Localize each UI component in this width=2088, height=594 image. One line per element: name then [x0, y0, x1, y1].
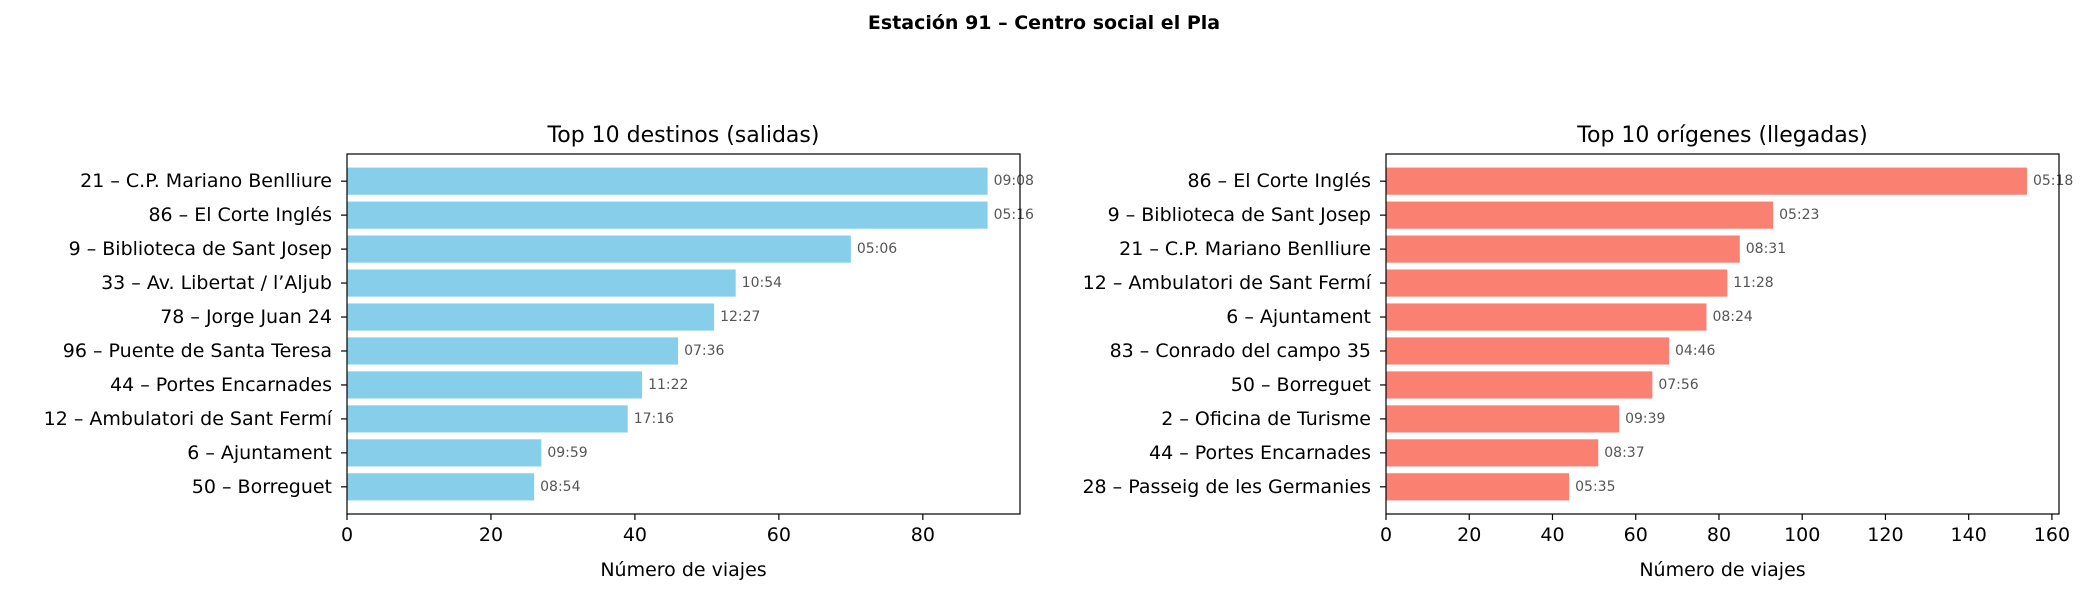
x-tick-label: 160 [2034, 524, 2070, 546]
bar [347, 269, 736, 297]
category-label: 9 – Biblioteca de Sant Josep [1108, 204, 1371, 226]
category-label: 21 – C.P. Mariano Benlliure [1119, 238, 1371, 260]
x-tick-label: 60 [1624, 524, 1648, 546]
bar-value-label: 05:23 [1779, 207, 1819, 223]
bar-value-label: 09:59 [547, 445, 587, 461]
category-label: 12 – Ambulatori de Sant Fermí [1083, 272, 1372, 294]
category-label: 50 – Borreguet [192, 476, 332, 498]
category-label: 6 – Ajuntament [1226, 306, 1371, 328]
bar-value-label: 05:16 [994, 207, 1034, 223]
x-tick-label: 0 [1380, 524, 1392, 546]
bar [1386, 235, 1740, 263]
bar-value-label: 05:18 [2033, 173, 2073, 189]
chart-origenes: Top 10 orígenes (llegadas) 86 – El Corte … [1082, 123, 2073, 581]
bar [347, 201, 988, 229]
bar [347, 337, 679, 365]
x-axis-label: Número de viajes [1639, 559, 1805, 581]
x-axis-label: Número de viajes [600, 559, 766, 581]
bar-value-label: 12:27 [720, 309, 760, 325]
bar [347, 473, 535, 501]
bar-value-label: 11:22 [648, 377, 688, 393]
bar [347, 439, 542, 467]
category-label: 33 – Av. Libertat / l’Aljub [101, 272, 332, 294]
x-tick-label: 140 [1951, 524, 1987, 546]
bar [1386, 167, 2027, 195]
bar-value-label: 09:39 [1625, 411, 1665, 427]
bar [347, 167, 988, 195]
category-label: 28 – Passeig de les Germanies [1082, 476, 1371, 498]
x-tick-label: 120 [1867, 524, 1903, 546]
category-label: 44 – Portes Encarnades [110, 374, 332, 396]
bar [1386, 337, 1670, 365]
bar-value-label: 08:37 [1604, 445, 1644, 461]
bar [347, 405, 628, 433]
category-label: 78 – Jorge Juan 24 [160, 306, 332, 328]
chart-destinos: Top 10 destinos (salidas) 21 – C.P. Maria… [44, 123, 1034, 581]
category-label: 21 – C.P. Mariano Benlliure [80, 170, 332, 192]
bar [1386, 303, 1707, 331]
bar-value-label: 05:06 [857, 241, 897, 257]
axes-frame [346, 153, 1021, 515]
bar-value-label: 05:35 [1575, 479, 1615, 495]
x-tick-label: 80 [1707, 524, 1731, 546]
x-tick-label: 80 [911, 524, 935, 546]
category-label: 83 – Conrado del campo 35 [1110, 340, 1371, 362]
x-tick-label: 60 [767, 524, 791, 546]
bar-value-label: 17:16 [634, 411, 674, 427]
bar-value-label: 10:54 [742, 275, 782, 291]
category-label: 2 – Oficina de Turisme [1161, 408, 1371, 430]
x-tick-label: 100 [1784, 524, 1820, 546]
bar-value-label: 07:56 [1658, 377, 1698, 393]
bar [347, 371, 643, 399]
figure-title: Estación 91 – Centro social el Pla [868, 12, 1220, 34]
category-label: 86 – El Corte Inglés [148, 204, 332, 226]
bar [347, 235, 851, 263]
bar-value-label: 08:24 [1712, 309, 1752, 325]
category-label: 44 – Portes Encarnades [1149, 442, 1371, 464]
bar-value-label: 09:08 [994, 173, 1034, 189]
x-tick-label: 20 [479, 524, 503, 546]
axes-frame [1385, 153, 2060, 515]
category-label: 96 – Puente de Santa Teresa [63, 340, 332, 362]
bar-value-label: 08:31 [1746, 241, 1786, 257]
category-label: 86 – El Corte Inglés [1187, 170, 1371, 192]
chart-title: Top 10 destinos (salidas) [547, 123, 820, 148]
bar-value-label: 07:36 [684, 343, 724, 359]
bar [1386, 405, 1620, 433]
bar [1386, 269, 1728, 297]
bar [1386, 473, 1570, 501]
bar [1386, 439, 1599, 467]
category-label: 6 – Ajuntament [187, 442, 332, 464]
category-label: 50 – Borreguet [1231, 374, 1371, 396]
category-label: 12 – Ambulatori de Sant Fermí [44, 408, 333, 430]
x-tick-label: 20 [1457, 524, 1481, 546]
chart-title: Top 10 orígenes (llegadas) [1576, 123, 1867, 148]
x-tick-label: 40 [623, 524, 647, 546]
bar [1386, 371, 1653, 399]
bar-value-label: 04:46 [1675, 343, 1715, 359]
x-tick-label: 0 [341, 524, 353, 546]
bar [347, 303, 715, 331]
bar [1386, 201, 1774, 229]
x-tick-label: 40 [1540, 524, 1564, 546]
bar-value-label: 11:28 [1733, 275, 1773, 291]
bar-value-label: 08:54 [540, 479, 580, 495]
category-label: 9 – Biblioteca de Sant Josep [69, 238, 332, 260]
